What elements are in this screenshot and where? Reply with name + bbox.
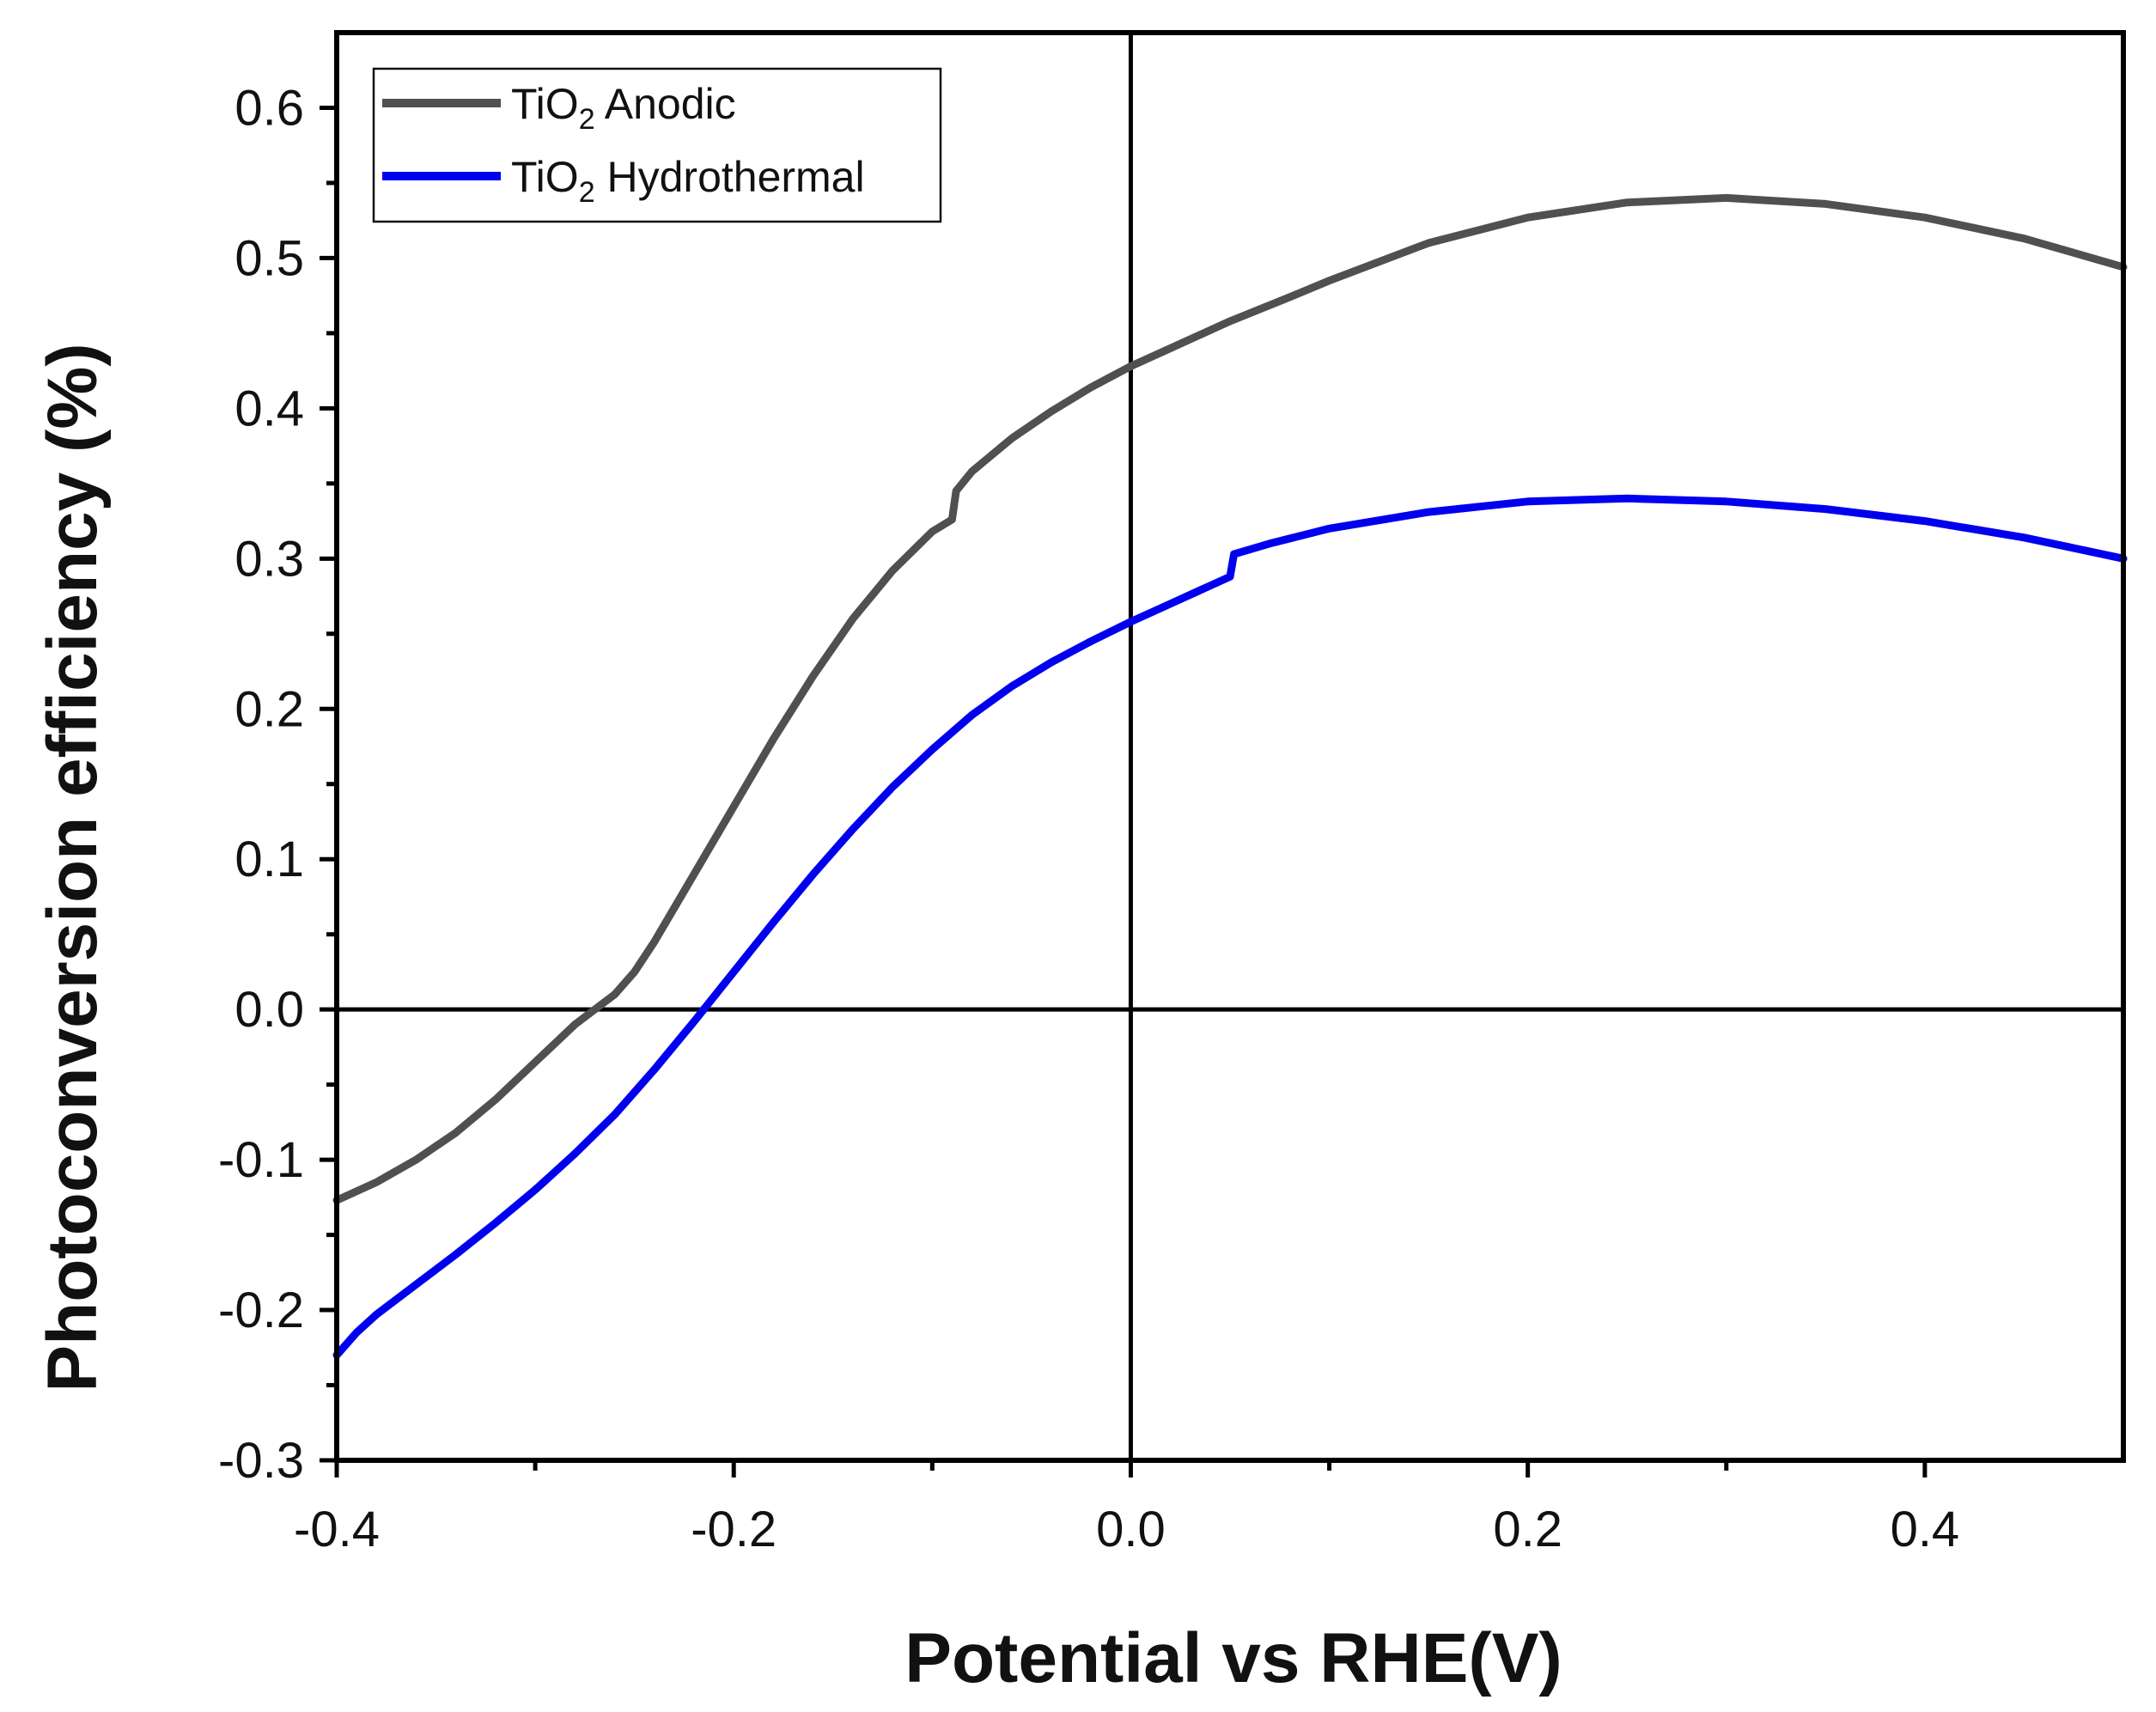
legend-box bbox=[372, 67, 942, 223]
plot-frame bbox=[334, 30, 2126, 1463]
tick-labels: -0.4 -0.2 0.0 0.2 0.4 -0.3 -0.2 -0.1 0.0 0.1 0.2 0.… bbox=[218, 80, 1959, 1557]
axis-ticks bbox=[320, 105, 1928, 1477]
y-tick-label: 0.6 bbox=[234, 80, 304, 136]
series-layer bbox=[332, 193, 2128, 1359]
x-tick-label: 0.4 bbox=[1891, 1502, 1960, 1557]
legend-label-anodic: TiO2 Anodic bbox=[511, 80, 736, 136]
series-line-0 bbox=[332, 193, 2128, 1204]
y-tick-label: 0.2 bbox=[234, 681, 304, 737]
y-tick-label: 0.0 bbox=[234, 982, 304, 1038]
y-tick-label: 0.1 bbox=[234, 832, 304, 887]
y-tick-label: -0.2 bbox=[218, 1282, 304, 1338]
x-axis-title: Potential vs RHE(V) bbox=[904, 1619, 1562, 1697]
y-axis-title: Photoconversion efficiency (%) bbox=[33, 343, 112, 1392]
reference-lines bbox=[337, 33, 2123, 1460]
y-tick-label: -0.3 bbox=[218, 1433, 304, 1489]
series-line-1 bbox=[332, 494, 2128, 1359]
legend-label-hydrothermal: TiO2 Hydrothermal bbox=[511, 153, 865, 209]
y-tick-label: -0.1 bbox=[218, 1132, 304, 1188]
legend: TiO2 Anodic TiO2 Hydrothermal bbox=[372, 67, 942, 223]
x-tick-label: -0.4 bbox=[294, 1502, 380, 1557]
y-tick-label: 0.5 bbox=[234, 230, 304, 286]
y-tick-label: 0.4 bbox=[234, 381, 304, 436]
plot-border bbox=[334, 30, 2126, 1463]
x-tick-label: -0.2 bbox=[691, 1502, 777, 1557]
y-tick-label: 0.3 bbox=[234, 531, 304, 587]
x-tick-label: 0.2 bbox=[1493, 1502, 1562, 1557]
x-tick-label: 0.0 bbox=[1096, 1502, 1166, 1557]
